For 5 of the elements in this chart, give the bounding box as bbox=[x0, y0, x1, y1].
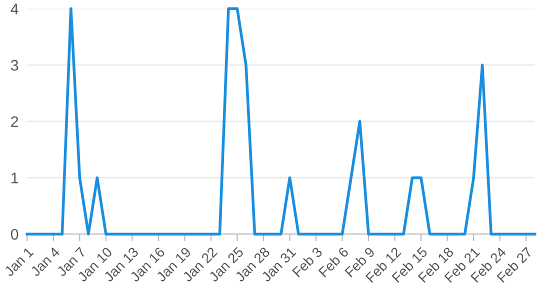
y-tick-label: 3 bbox=[10, 60, 18, 71]
y-tick-label: 1 bbox=[11, 172, 18, 184]
y-tick-label: 2 bbox=[11, 116, 18, 127]
y-tick-label: 4 bbox=[10, 4, 18, 14]
y-tick-label: 0 bbox=[10, 228, 18, 240]
